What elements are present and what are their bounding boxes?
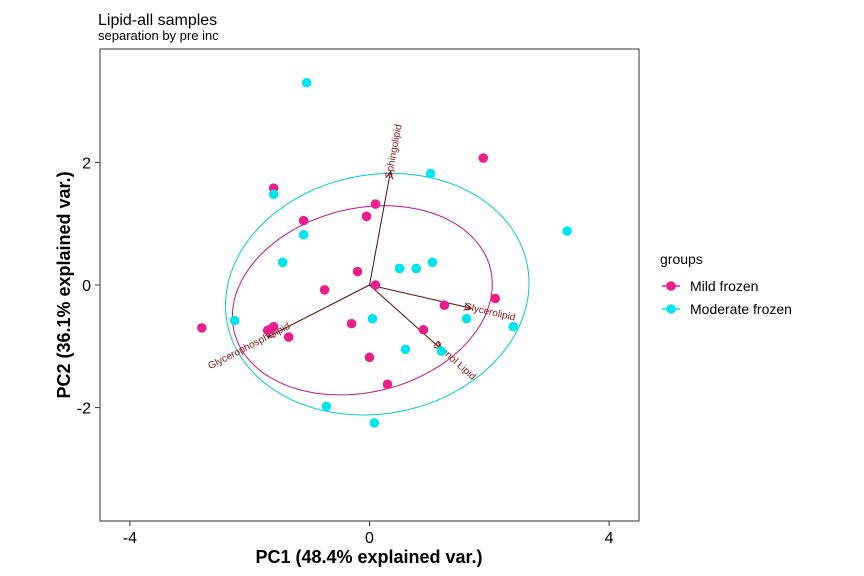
loading-arrow xyxy=(369,284,472,309)
x-tick-label: 0 xyxy=(365,530,374,547)
data-point xyxy=(439,300,450,311)
data-point xyxy=(346,318,357,329)
data-point xyxy=(562,226,572,236)
axes-layer: -4 0 4 -2 0 2 xyxy=(77,155,614,547)
legend-label: Mild frozen xyxy=(690,278,758,294)
ellipses-layer xyxy=(225,172,530,416)
x-tick-label: 4 xyxy=(605,530,614,547)
legend-key-point xyxy=(666,281,676,291)
data-point xyxy=(508,321,519,332)
loading-arrow xyxy=(369,171,391,286)
legend-label: Moderate frozen xyxy=(690,301,792,317)
legend-key-point xyxy=(666,304,676,314)
chart-subtitle: separation by pre inc xyxy=(98,28,219,43)
data-point xyxy=(461,313,472,324)
data-point xyxy=(427,257,438,268)
data-point xyxy=(367,313,378,324)
data-point xyxy=(283,332,294,342)
data-point xyxy=(370,199,381,209)
legend: groups Mild frozen Moderate frozen xyxy=(660,251,792,317)
x-tick-label: -4 xyxy=(123,530,137,547)
data-point xyxy=(478,153,489,163)
data-point xyxy=(298,229,309,240)
loading-arrow xyxy=(267,284,370,338)
x-axis-label: PC1 (48.4% explained var.) xyxy=(255,547,482,567)
data-point xyxy=(301,77,312,88)
ellipse-mild-frozen xyxy=(231,205,493,396)
data-point xyxy=(352,266,363,277)
legend-items: Mild frozen Moderate frozen xyxy=(662,278,792,317)
data-point xyxy=(361,211,372,222)
data-point xyxy=(425,168,436,179)
data-point xyxy=(277,257,288,268)
y-tick-label: 0 xyxy=(82,278,91,295)
data-point xyxy=(436,346,447,357)
data-point xyxy=(197,323,207,333)
y-axis-label: PC2 (36.1% explained var.) xyxy=(54,171,74,398)
data-point xyxy=(364,352,375,363)
legend-title: groups xyxy=(660,251,703,267)
data-point xyxy=(321,401,332,412)
y-tick-label: 2 xyxy=(82,155,91,172)
data-point xyxy=(400,344,411,355)
data-point xyxy=(394,263,405,274)
data-point xyxy=(370,280,381,290)
loading-arrowhead xyxy=(463,302,473,311)
y-tick-label: -2 xyxy=(77,401,91,418)
data-point xyxy=(298,215,309,226)
data-point xyxy=(369,418,380,428)
data-point xyxy=(265,324,276,334)
data-point xyxy=(418,324,429,335)
data-point xyxy=(382,379,393,390)
data-point xyxy=(490,293,501,304)
data-point xyxy=(229,315,240,326)
loading-arrow xyxy=(369,284,442,350)
ellipse-moderate-frozen xyxy=(225,172,530,416)
loading-arrowhead xyxy=(385,170,394,180)
data-point xyxy=(268,189,279,200)
points-layer xyxy=(197,77,572,428)
chart-title: Lipid-all samples xyxy=(98,12,217,29)
data-point xyxy=(319,285,330,295)
data-point xyxy=(411,263,422,274)
